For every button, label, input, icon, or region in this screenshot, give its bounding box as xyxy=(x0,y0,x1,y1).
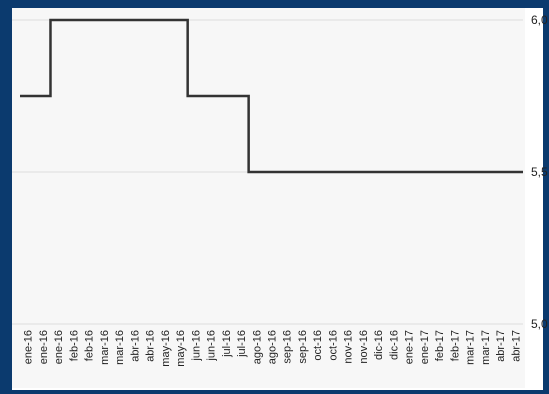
x-tick-label: ene-17 xyxy=(419,330,431,364)
x-tick-label: feb-16 xyxy=(84,330,96,361)
x-tick-label: nov-16 xyxy=(343,330,355,364)
x-tick-label: ene-16 xyxy=(23,330,35,364)
x-tick-label: jun-16 xyxy=(206,330,218,362)
x-tick-label: ago-16 xyxy=(267,330,279,364)
x-tick-label: jul-16 xyxy=(236,330,248,358)
x-tick-label: may-16 xyxy=(175,330,187,367)
x-tick-label: oct-16 xyxy=(312,330,324,361)
x-tick-label: feb-17 xyxy=(434,330,446,361)
y-tick-label: 5,5 xyxy=(531,165,548,179)
y-tick-label: 5,0 xyxy=(531,317,548,331)
x-tick-label: nov-16 xyxy=(358,330,370,364)
x-tick-label: mar-17 xyxy=(465,330,477,365)
x-tick-label: abr-16 xyxy=(145,330,157,362)
x-tick-label: ene-17 xyxy=(404,330,416,364)
x-tick-label: ago-16 xyxy=(251,330,263,364)
x-tick-label: mar-16 xyxy=(114,330,126,365)
x-tick-label: feb-17 xyxy=(449,330,461,361)
x-tick-label: sep-16 xyxy=(297,330,309,364)
x-tick-label: feb-16 xyxy=(68,330,80,361)
x-tick-label: ene-16 xyxy=(38,330,50,364)
x-tick-label: mar-17 xyxy=(480,330,492,365)
x-tick-label: dic-16 xyxy=(388,330,400,360)
x-tick-label: dic-16 xyxy=(373,330,385,360)
plot-area xyxy=(12,8,525,388)
series-line xyxy=(20,18,523,174)
x-tick-label: jun-16 xyxy=(190,330,202,362)
y-tick-label: 6,0 xyxy=(531,13,548,27)
x-tick-label: jul-16 xyxy=(221,330,233,358)
x-tick-label: may-16 xyxy=(160,330,172,367)
x-tick-label: abr-16 xyxy=(129,330,141,362)
x-tick-label: sep-16 xyxy=(282,330,294,364)
x-tick-label: oct-16 xyxy=(327,330,339,361)
x-tick-label: ene-16 xyxy=(53,330,65,364)
x-tick-label: abr-17 xyxy=(495,330,507,362)
x-tick-label: mar-16 xyxy=(99,330,111,365)
x-tick-label: abr-17 xyxy=(510,330,522,362)
